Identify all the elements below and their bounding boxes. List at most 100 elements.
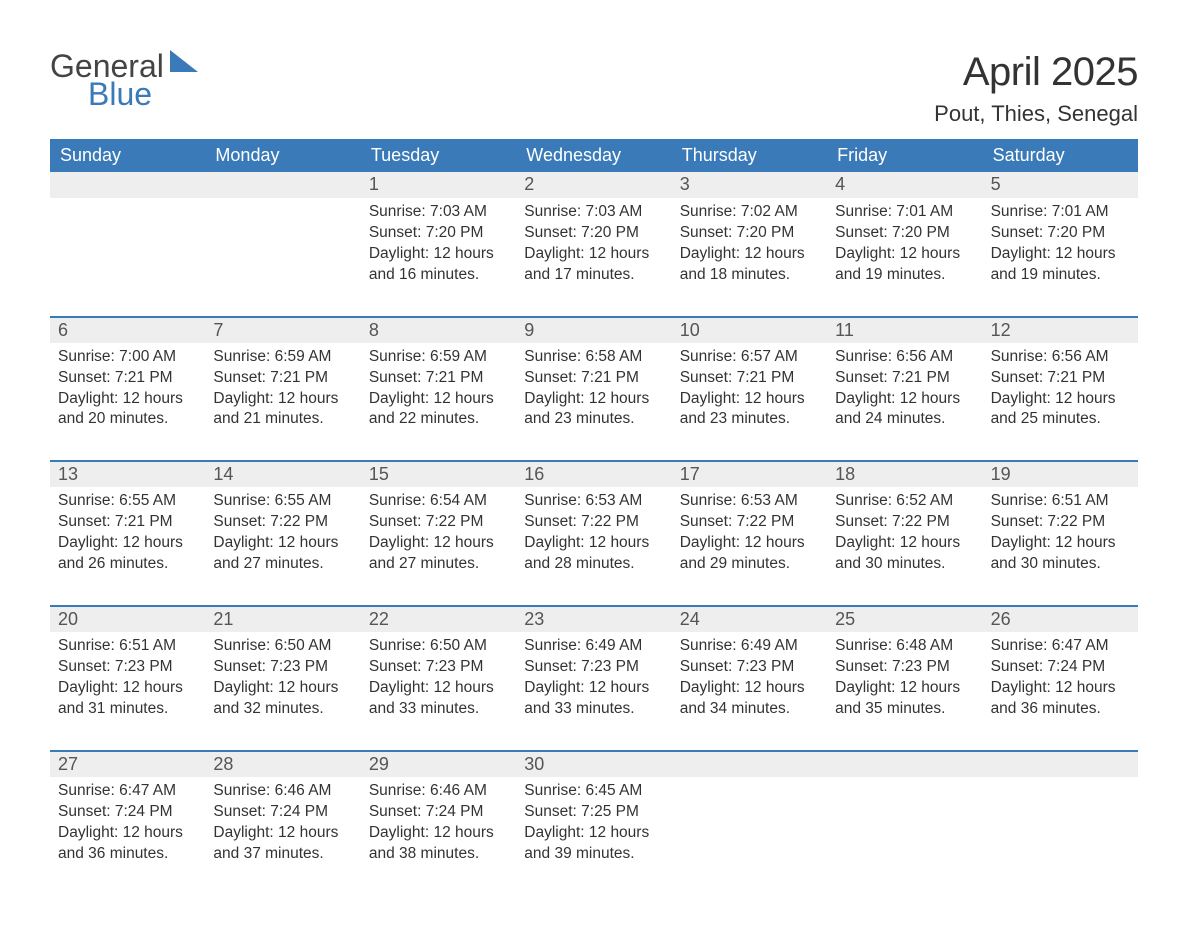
- day-details: Sunrise: 6:59 AMSunset: 7:21 PMDaylight:…: [361, 343, 516, 461]
- day-number: 20: [50, 605, 205, 632]
- daylight-line: Daylight: 12 hours and 20 minutes.: [58, 389, 197, 431]
- month-title: April 2025: [934, 50, 1138, 95]
- sunrise-line: Sunrise: 6:47 AM: [58, 781, 197, 802]
- day-number: 28: [205, 750, 360, 777]
- sunset-line: Sunset: 7:23 PM: [835, 657, 974, 678]
- day-details: Sunrise: 7:01 AMSunset: 7:20 PMDaylight:…: [983, 198, 1138, 316]
- day-number: 4: [827, 172, 982, 198]
- day-details: Sunrise: 6:50 AMSunset: 7:23 PMDaylight:…: [361, 632, 516, 750]
- sunset-line: Sunset: 7:22 PM: [680, 512, 819, 533]
- day-details: Sunrise: 6:46 AMSunset: 7:24 PMDaylight:…: [361, 777, 516, 895]
- logo-text-block: General Blue: [50, 50, 198, 110]
- day-number: 18: [827, 460, 982, 487]
- sunset-line: Sunset: 7:22 PM: [369, 512, 508, 533]
- daylight-line: Daylight: 12 hours and 19 minutes.: [991, 244, 1130, 286]
- sunset-line: Sunset: 7:21 PM: [213, 368, 352, 389]
- logo-triangle-icon: [170, 50, 198, 72]
- sunset-line: Sunset: 7:23 PM: [369, 657, 508, 678]
- daylight-line: Daylight: 12 hours and 26 minutes.: [58, 533, 197, 575]
- day-details: Sunrise: 6:55 AMSunset: 7:22 PMDaylight:…: [205, 487, 360, 605]
- daylight-line: Daylight: 12 hours and 29 minutes.: [680, 533, 819, 575]
- logo-part2: Blue: [88, 78, 198, 110]
- day-details: Sunrise: 6:53 AMSunset: 7:22 PMDaylight:…: [672, 487, 827, 605]
- sunrise-line: Sunrise: 6:53 AM: [524, 491, 663, 512]
- day-number: 8: [361, 316, 516, 343]
- day-number: 29: [361, 750, 516, 777]
- day-details: Sunrise: 6:47 AMSunset: 7:24 PMDaylight:…: [983, 632, 1138, 750]
- day-of-week-header: Sunday: [50, 139, 205, 172]
- sunrise-line: Sunrise: 6:58 AM: [524, 347, 663, 368]
- day-details: Sunrise: 6:46 AMSunset: 7:24 PMDaylight:…: [205, 777, 360, 895]
- sunrise-line: Sunrise: 6:50 AM: [213, 636, 352, 657]
- day-number: 12: [983, 316, 1138, 343]
- location: Pout, Thies, Senegal: [934, 101, 1138, 127]
- day-number: [827, 750, 982, 777]
- daylight-line: Daylight: 12 hours and 30 minutes.: [835, 533, 974, 575]
- title-block: April 2025 Pout, Thies, Senegal: [934, 50, 1138, 127]
- daylight-line: Daylight: 12 hours and 23 minutes.: [680, 389, 819, 431]
- day-number: 10: [672, 316, 827, 343]
- day-of-week-header: Friday: [827, 139, 982, 172]
- sunrise-line: Sunrise: 6:56 AM: [991, 347, 1130, 368]
- daylight-line: Daylight: 12 hours and 39 minutes.: [524, 823, 663, 865]
- day-number: 16: [516, 460, 671, 487]
- sunset-line: Sunset: 7:23 PM: [58, 657, 197, 678]
- sunrise-line: Sunrise: 6:47 AM: [991, 636, 1130, 657]
- daylight-line: Daylight: 12 hours and 27 minutes.: [369, 533, 508, 575]
- day-details: Sunrise: 6:49 AMSunset: 7:23 PMDaylight:…: [672, 632, 827, 750]
- day-of-week-header: Tuesday: [361, 139, 516, 172]
- sunrise-line: Sunrise: 6:55 AM: [58, 491, 197, 512]
- day-number: [50, 172, 205, 198]
- day-number: 1: [361, 172, 516, 198]
- day-number: 30: [516, 750, 671, 777]
- sunrise-line: Sunrise: 6:55 AM: [213, 491, 352, 512]
- day-number: 6: [50, 316, 205, 343]
- daylight-line: Daylight: 12 hours and 24 minutes.: [835, 389, 974, 431]
- daylight-line: Daylight: 12 hours and 17 minutes.: [524, 244, 663, 286]
- sunrise-line: Sunrise: 6:54 AM: [369, 491, 508, 512]
- daylight-line: Daylight: 12 hours and 22 minutes.: [369, 389, 508, 431]
- day-details: Sunrise: 6:55 AMSunset: 7:21 PMDaylight:…: [50, 487, 205, 605]
- day-number: 13: [50, 460, 205, 487]
- day-details: [983, 777, 1138, 895]
- sunrise-line: Sunrise: 6:57 AM: [680, 347, 819, 368]
- daylight-line: Daylight: 12 hours and 27 minutes.: [213, 533, 352, 575]
- day-details: Sunrise: 6:47 AMSunset: 7:24 PMDaylight:…: [50, 777, 205, 895]
- day-number: [672, 750, 827, 777]
- sunrise-line: Sunrise: 6:48 AM: [835, 636, 974, 657]
- daylight-line: Daylight: 12 hours and 19 minutes.: [835, 244, 974, 286]
- day-of-week-header: Wednesday: [516, 139, 671, 172]
- day-number: 11: [827, 316, 982, 343]
- calendar-grid: SundayMondayTuesdayWednesdayThursdayFrid…: [50, 139, 1138, 894]
- day-details: Sunrise: 6:51 AMSunset: 7:23 PMDaylight:…: [50, 632, 205, 750]
- day-details: Sunrise: 7:00 AMSunset: 7:21 PMDaylight:…: [50, 343, 205, 461]
- day-details: [672, 777, 827, 895]
- sunrise-line: Sunrise: 6:53 AM: [680, 491, 819, 512]
- sunset-line: Sunset: 7:25 PM: [524, 802, 663, 823]
- sunrise-line: Sunrise: 7:02 AM: [680, 202, 819, 223]
- sunrise-line: Sunrise: 6:49 AM: [524, 636, 663, 657]
- daylight-line: Daylight: 12 hours and 21 minutes.: [213, 389, 352, 431]
- daylight-line: Daylight: 12 hours and 32 minutes.: [213, 678, 352, 720]
- sunrise-line: Sunrise: 6:46 AM: [213, 781, 352, 802]
- header: General Blue April 2025 Pout, Thies, Sen…: [50, 50, 1138, 127]
- day-number: 25: [827, 605, 982, 632]
- daylight-line: Daylight: 12 hours and 31 minutes.: [58, 678, 197, 720]
- sunset-line: Sunset: 7:21 PM: [835, 368, 974, 389]
- sunset-line: Sunset: 7:21 PM: [524, 368, 663, 389]
- sunrise-line: Sunrise: 6:59 AM: [369, 347, 508, 368]
- day-number: 14: [205, 460, 360, 487]
- day-details: Sunrise: 6:45 AMSunset: 7:25 PMDaylight:…: [516, 777, 671, 895]
- day-details: Sunrise: 6:49 AMSunset: 7:23 PMDaylight:…: [516, 632, 671, 750]
- day-details: Sunrise: 6:48 AMSunset: 7:23 PMDaylight:…: [827, 632, 982, 750]
- day-details: Sunrise: 7:03 AMSunset: 7:20 PMDaylight:…: [361, 198, 516, 316]
- day-details: Sunrise: 6:56 AMSunset: 7:21 PMDaylight:…: [983, 343, 1138, 461]
- sunrise-line: Sunrise: 6:51 AM: [991, 491, 1130, 512]
- sunset-line: Sunset: 7:22 PM: [524, 512, 663, 533]
- sunset-line: Sunset: 7:21 PM: [369, 368, 508, 389]
- sunset-line: Sunset: 7:23 PM: [680, 657, 819, 678]
- daylight-line: Daylight: 12 hours and 18 minutes.: [680, 244, 819, 286]
- sunset-line: Sunset: 7:22 PM: [835, 512, 974, 533]
- day-details: Sunrise: 6:51 AMSunset: 7:22 PMDaylight:…: [983, 487, 1138, 605]
- logo: General Blue: [50, 50, 198, 110]
